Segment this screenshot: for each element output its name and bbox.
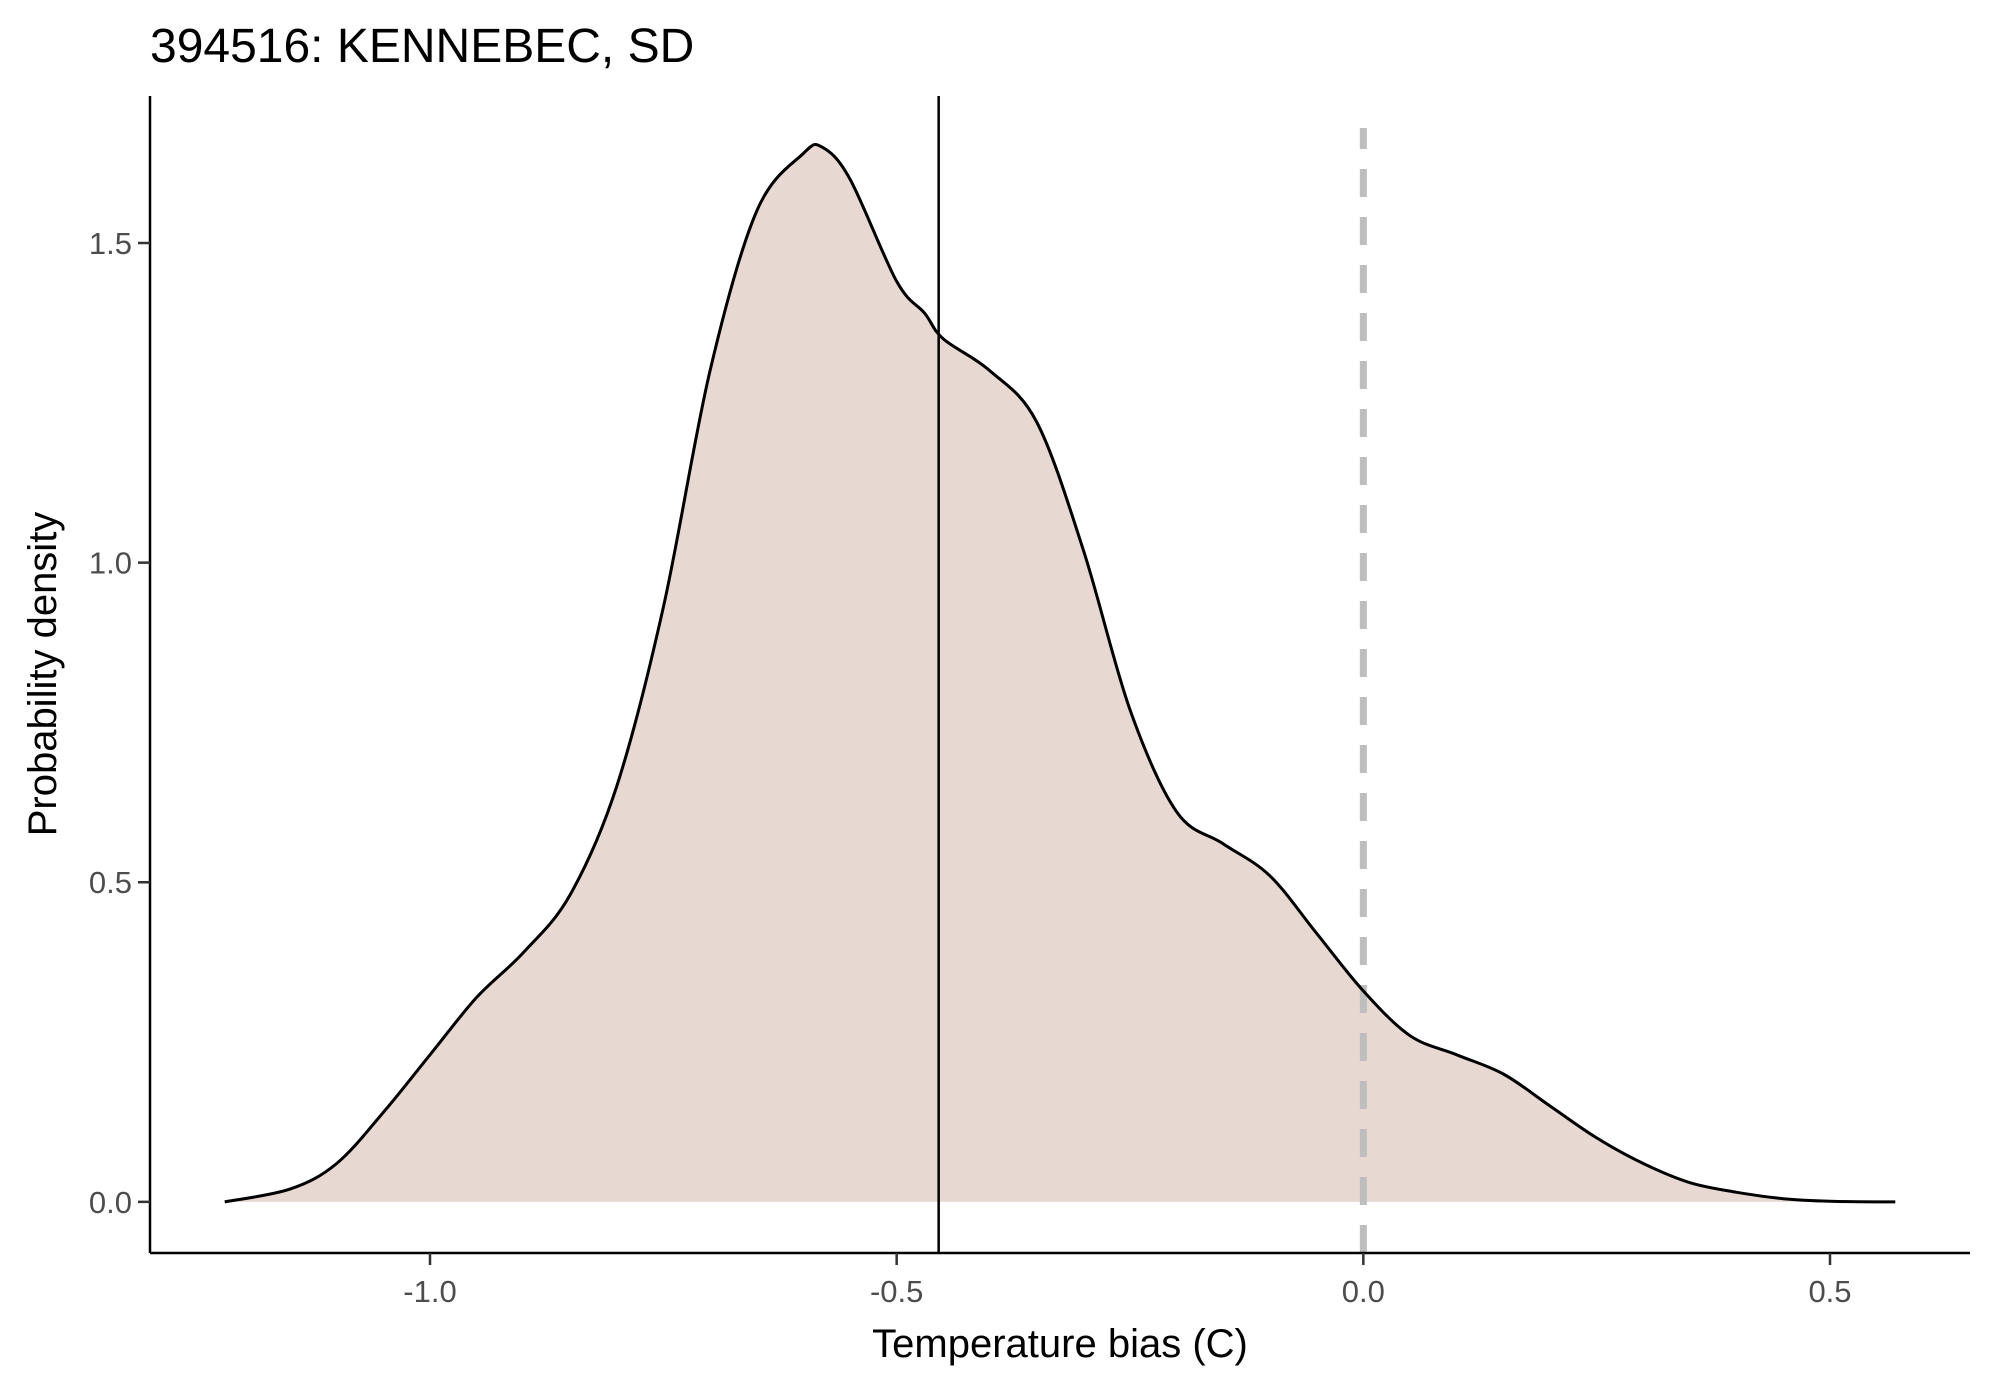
y-tick-label: 0.0	[89, 1185, 132, 1220]
x-axis-title: Temperature bias (C)	[872, 1322, 1248, 1366]
x-tick-label: -0.5	[870, 1274, 923, 1309]
chart-title: 394516: KENNEBEC, SD	[150, 20, 694, 73]
density-line	[224, 143, 1896, 1204]
x-ticks: -1.0 -0.5 0.0 0.5	[403, 1253, 1852, 1309]
x-tick-label: -1.0	[403, 1274, 456, 1309]
y-axis: 0.0 0.5 1.0 1.5	[89, 96, 152, 1253]
y-tick-label: 1.5	[89, 226, 132, 261]
plot-area	[224, 96, 1896, 1253]
x-tick-label: 0.5	[1808, 1274, 1851, 1309]
y-tick-label: 1.0	[89, 546, 132, 581]
y-ticks: 0.0 0.5 1.0 1.5	[89, 226, 150, 1220]
y-tick-label: 0.5	[89, 865, 132, 900]
x-axis: -1.0 -0.5 0.0 0.5	[150, 1251, 1970, 1309]
density-area	[224, 144, 1896, 1202]
x-tick-label: 0.0	[1342, 1274, 1385, 1309]
y-axis-title: Probability density	[21, 512, 65, 837]
